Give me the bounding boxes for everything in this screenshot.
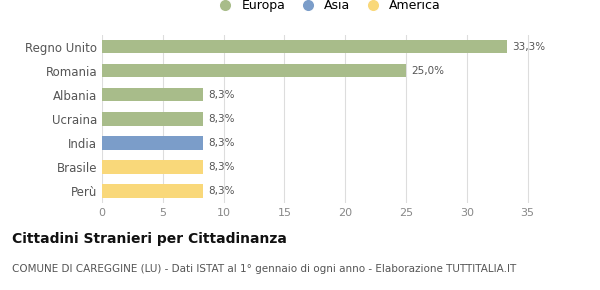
Text: 8,3%: 8,3%: [208, 90, 235, 100]
Bar: [102, 184, 203, 197]
Bar: [102, 160, 203, 173]
Bar: [102, 40, 507, 53]
Bar: [102, 88, 203, 102]
Legend: Europa, Asia, America: Europa, Asia, America: [208, 0, 446, 17]
Text: Cittadini Stranieri per Cittadinanza: Cittadini Stranieri per Cittadinanza: [12, 232, 287, 246]
Bar: [102, 112, 203, 126]
Text: COMUNE DI CAREGGINE (LU) - Dati ISTAT al 1° gennaio di ogni anno - Elaborazione : COMUNE DI CAREGGINE (LU) - Dati ISTAT al…: [12, 264, 516, 274]
Text: 8,3%: 8,3%: [208, 138, 235, 148]
Text: 8,3%: 8,3%: [208, 114, 235, 124]
Bar: [102, 64, 406, 77]
Text: 25,0%: 25,0%: [411, 66, 444, 76]
Bar: [102, 136, 203, 150]
Text: 8,3%: 8,3%: [208, 186, 235, 196]
Text: 8,3%: 8,3%: [208, 162, 235, 172]
Text: 33,3%: 33,3%: [512, 42, 545, 52]
